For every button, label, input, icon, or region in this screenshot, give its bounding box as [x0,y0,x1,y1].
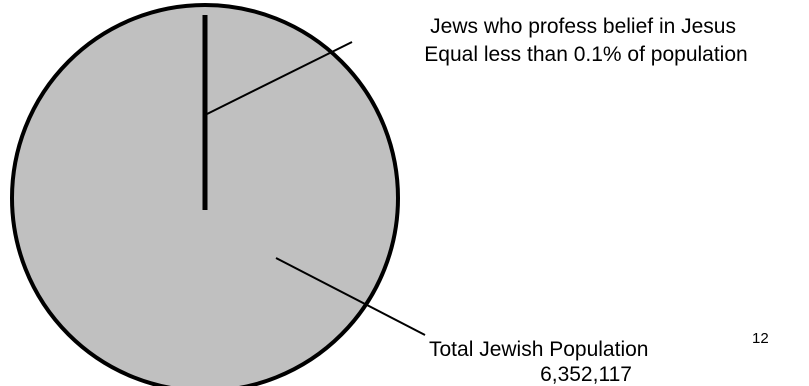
slice-label-line-1: Jews who profess belief in Jesus [430,15,736,38]
slice-value-total-population: 6,352,117 [540,363,632,386]
leader-line-jews-believing [204,41,353,116]
footnote-marker: 12 [752,330,769,347]
leader-line-total-population [275,257,426,336]
slice-label-jews-believing: Jews who profess belief in Jesus Equal l… [424,15,747,66]
slice-label-line-2: Equal less than 0.1% of population [424,43,747,66]
slice-label-total-population: Total Jewish Population [429,338,648,361]
